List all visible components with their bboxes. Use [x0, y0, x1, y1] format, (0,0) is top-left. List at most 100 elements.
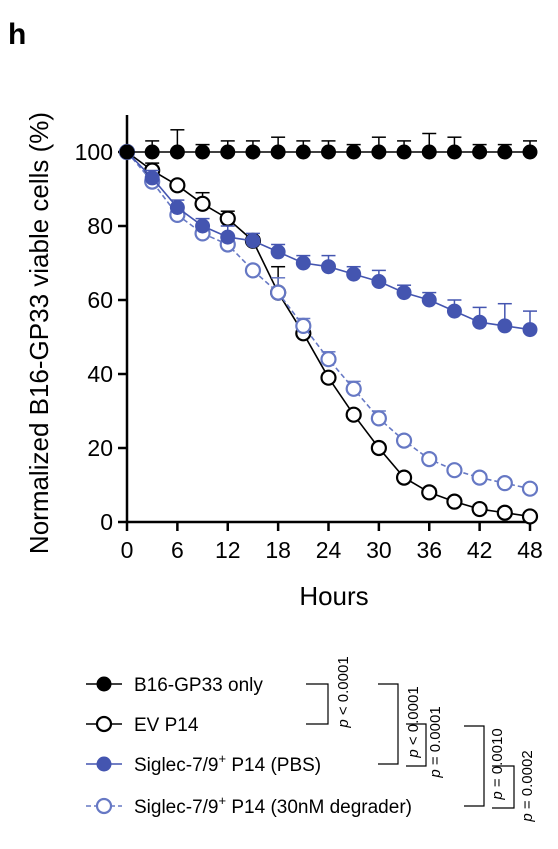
- series-1: [119, 129, 538, 160]
- y-tick-label: 40: [87, 361, 113, 387]
- chart-axes: 0 20 40 60 80 100 0 6 12 18 24 30 36 42 48: [75, 115, 543, 563]
- data-point: [345, 406, 362, 423]
- legend-item-2: EV P14: [86, 715, 199, 736]
- data-point: [421, 144, 437, 160]
- legend: B16-GP33 only EV P14 Siglec-7/9+ P14 (PBS)…: [86, 675, 412, 818]
- data-point: [421, 292, 437, 308]
- data-point: [522, 322, 538, 338]
- legend-marker: [95, 715, 113, 733]
- x-tick-label: 0: [121, 537, 134, 563]
- legend-marker: [96, 756, 112, 772]
- series-2: [118, 143, 539, 525]
- legend-label: B16-GP33 only: [134, 675, 263, 696]
- stat-bracket-3: p = 0.0001: [406, 706, 444, 779]
- data-point: [270, 144, 286, 160]
- data-point: [371, 274, 387, 289]
- p-value-label: p = 0.0001: [427, 706, 444, 778]
- bracket-line: [492, 765, 515, 809]
- series-3: [119, 144, 538, 338]
- data-point: [321, 144, 336, 160]
- data-point: [219, 210, 236, 227]
- data-point: [471, 469, 488, 486]
- x-axis-label: Hours: [299, 581, 368, 611]
- data-point: [321, 259, 336, 275]
- legend-marker: [95, 797, 113, 815]
- p-value-label: p < 0.0001: [335, 656, 352, 728]
- x-tick-label: 48: [517, 537, 543, 563]
- x-tick-label: 18: [265, 537, 291, 563]
- x-tick-label: 24: [316, 537, 342, 563]
- data-point: [244, 262, 262, 279]
- data-point: [446, 303, 462, 319]
- data-point: [396, 285, 412, 301]
- data-point: [320, 351, 337, 368]
- data-point: [496, 475, 513, 492]
- legend-item-4: Siglec-7/9+ P14 (30nM degrader): [86, 793, 412, 818]
- p-value-label: p < 0.0001: [405, 686, 422, 758]
- data-point: [446, 493, 463, 510]
- data-point: [144, 170, 160, 186]
- data-point: [169, 200, 185, 215]
- data-point: [497, 144, 513, 160]
- legend-marker: [96, 676, 112, 692]
- x-tick-label: 6: [171, 537, 184, 563]
- y-tick-label: 80: [87, 213, 113, 239]
- bracket-line: [406, 723, 427, 767]
- bracket-line: [378, 683, 399, 765]
- data-point: [471, 500, 488, 518]
- data-point: [521, 508, 539, 525]
- data-point: [295, 144, 311, 160]
- x-tick-label: 42: [467, 537, 493, 563]
- y-tick-label: 100: [75, 139, 113, 165]
- y-axis-label: Normalized B16-GP33 viable cells (%): [24, 112, 54, 554]
- data-point: [245, 233, 261, 249]
- data-point: [346, 266, 362, 282]
- data-point: [270, 284, 287, 301]
- data-point: [370, 439, 387, 457]
- y-tick-label: 20: [87, 435, 113, 461]
- data-point: [522, 144, 538, 160]
- data-point: [446, 144, 462, 160]
- series-line: [126, 151, 531, 490]
- data-point: [346, 144, 362, 160]
- y-tick-label: 60: [87, 287, 113, 313]
- data-point: [421, 484, 438, 501]
- data-point: [144, 144, 160, 160]
- data-point: [169, 177, 186, 194]
- data-point: [371, 144, 387, 160]
- p-value-label: p = 0.0002: [519, 750, 536, 822]
- data-point: [194, 195, 211, 212]
- data-point: [295, 317, 312, 334]
- significance-brackets: p < 0.0001 p < 0.0001 p = 0.0001 p = 0.0010…: [306, 656, 536, 823]
- data-point: [195, 144, 211, 160]
- data-point: [446, 462, 463, 479]
- data-point: [496, 504, 513, 521]
- x-tick-label: 12: [215, 537, 241, 563]
- series-line: [126, 151, 531, 518]
- data-point: [497, 318, 513, 334]
- data-point: [169, 144, 185, 160]
- data-point: [245, 144, 261, 160]
- data-point: [421, 451, 438, 468]
- x-tick-label: 36: [416, 537, 442, 563]
- data-point: [370, 410, 387, 427]
- data-point: [220, 144, 236, 160]
- panel-label: h: [8, 18, 26, 51]
- data-point: [345, 380, 362, 397]
- data-point: [270, 244, 286, 260]
- data-point: [472, 314, 488, 330]
- x-tick-label: 30: [366, 537, 392, 563]
- y-tick-label: 0: [100, 509, 113, 535]
- stat-bracket-5: p = 0.0002: [492, 750, 536, 823]
- data-point: [396, 144, 412, 160]
- data-point: [119, 144, 135, 160]
- stat-bracket-1: p < 0.0001: [306, 656, 352, 729]
- legend-label: Siglec-7/9+ P14 (PBS): [134, 751, 321, 776]
- stat-bracket-4: p = 0.0010: [464, 725, 506, 807]
- p-value-label: p = 0.0010: [489, 728, 506, 800]
- bracket-line: [464, 725, 485, 807]
- data-point: [521, 480, 539, 497]
- stat-bracket-2: p < 0.0001: [378, 683, 422, 765]
- data-point: [395, 432, 413, 449]
